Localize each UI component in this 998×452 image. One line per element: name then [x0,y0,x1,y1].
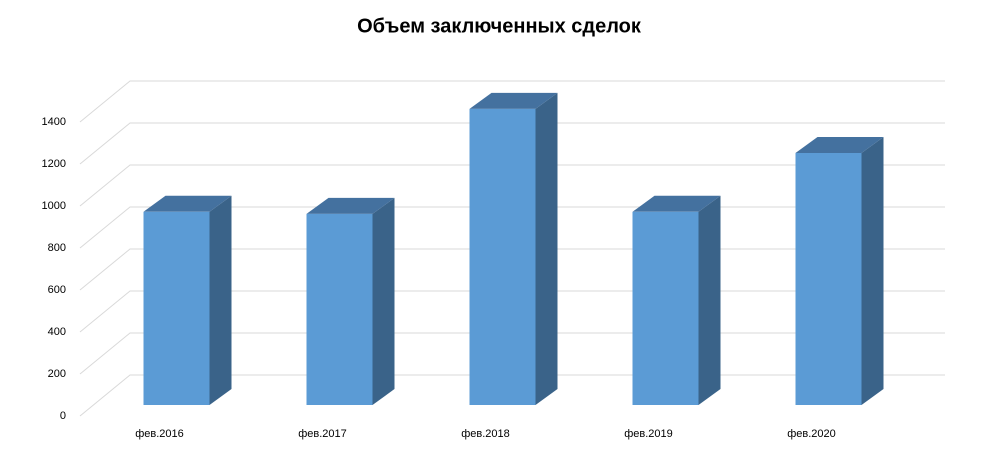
x-tick-label: фев.2020 [787,428,836,440]
y-tick-label: 0 [60,410,66,422]
y-tick-label: 1000 [42,200,66,212]
bar [143,211,210,405]
grid-line [79,122,945,165]
grid-line [79,164,945,207]
bar [632,211,699,405]
bar [795,153,862,405]
y-tick-label: 600 [48,284,66,296]
bar [469,108,536,406]
bar-top [306,197,395,214]
bar-side [698,195,721,405]
bar-top [469,92,558,109]
x-tick-label: фев.2019 [624,428,673,440]
y-tick-label: 1200 [42,158,66,170]
x-tick-label: фев.2016 [135,428,184,440]
bar [306,213,373,405]
x-tick-label: фев.2017 [298,428,347,440]
chart-title: Объем заключенных сделок [357,15,642,37]
y-tick-label: 400 [48,326,66,338]
grid-line [79,80,945,123]
bar-side [535,92,558,406]
bar-side [861,137,884,405]
y-tick-label: 200 [48,368,66,380]
bar-top [795,137,884,153]
bar-side [209,195,232,405]
y-tick-label: 800 [48,242,66,254]
y-tick-label: 1400 [42,116,66,128]
x-tick-label: фев.2018 [461,428,510,440]
bar-side [372,197,395,405]
bar-top [143,195,232,212]
bar-top [632,195,721,212]
